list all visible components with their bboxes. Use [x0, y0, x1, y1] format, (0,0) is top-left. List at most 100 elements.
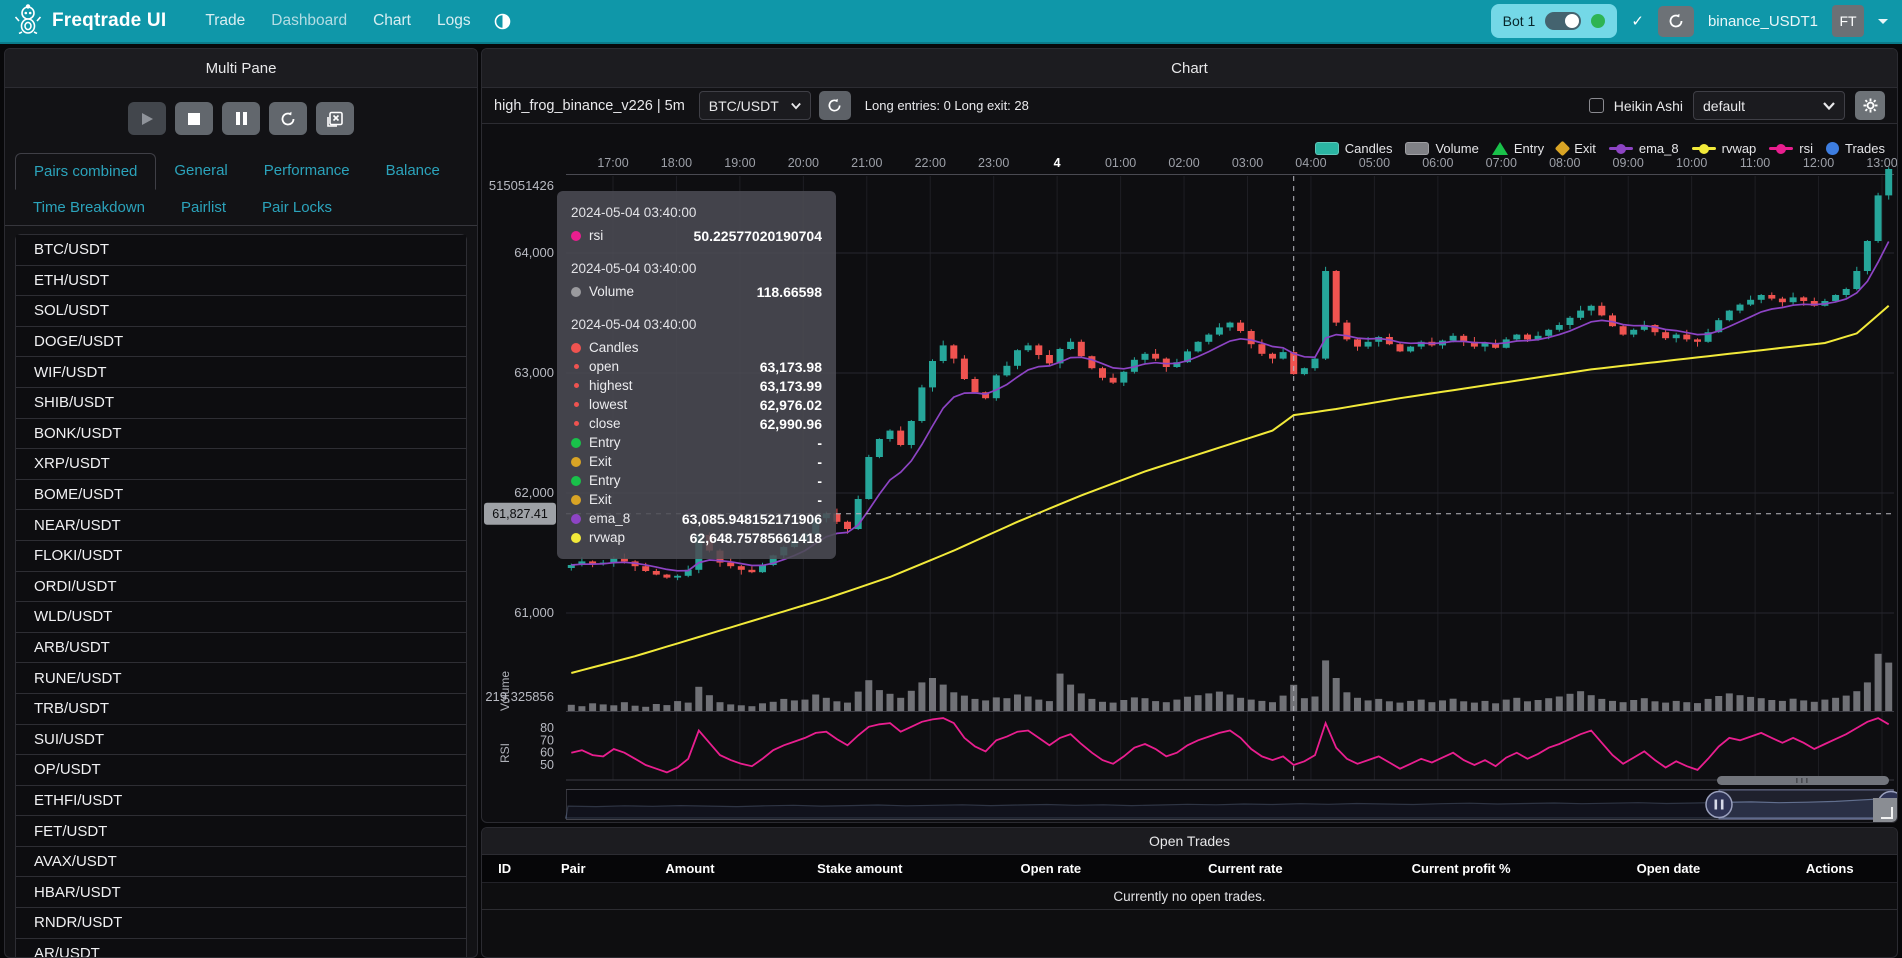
tab-balance[interactable]: Balance	[385, 162, 440, 179]
chart-scrollbar[interactable]	[1717, 776, 1889, 785]
pair-row-sol[interactable]: SOL/USDT	[16, 296, 466, 327]
pair-row-rndr[interactable]: RNDR/USDT	[16, 908, 466, 939]
tooltip-row-ema_8: ema_8 63,085.948152171906	[571, 509, 822, 528]
pair-row-doge[interactable]: DOGE/USDT	[16, 326, 466, 358]
tooltip-row-label: Exit	[589, 454, 612, 469]
candlestick-chart[interactable]: 17:00 18:00 19:00 20:00 21:00 22:00 23:00 4 01:0…	[482, 149, 1898, 823]
pair-row-eth[interactable]: ETH/USDT	[16, 265, 466, 297]
column-header-actions[interactable]: Actions	[1805, 861, 1854, 876]
legend-trades[interactable]: Trades	[1826, 141, 1885, 156]
legend-label: Exit	[1574, 140, 1596, 156]
column-header-id[interactable]: ID	[498, 861, 512, 876]
tooltip-row-label: Exit	[589, 492, 612, 507]
column-header-current-profit--[interactable]: Current profit %	[1411, 861, 1511, 876]
nav-link-trade[interactable]: Trade	[205, 12, 246, 29]
plot-config-select[interactable]: default	[1693, 91, 1845, 120]
tooltip-row-label: ema_8	[589, 511, 631, 526]
column-header-open-rate[interactable]: Open rate	[1020, 861, 1082, 876]
pair-row-fet[interactable]: FET/USDT	[16, 816, 466, 847]
pair-row-ar[interactable]: AR/USDT	[16, 938, 466, 957]
refresh-button[interactable]	[269, 102, 307, 135]
volume-axis-label: 219,325856	[485, 689, 554, 704]
tooltip-row-lowest: lowest 62,976.02	[571, 395, 822, 414]
clear-button[interactable]	[316, 102, 354, 135]
confirm-check-icon[interactable]: ✓	[1631, 13, 1644, 30]
tooltip-row-label: rvwap	[589, 530, 626, 545]
theme-toggle-icon[interactable]	[494, 13, 511, 30]
pair-row-sui[interactable]: SUI/USDT	[16, 724, 466, 756]
pair-row-arb[interactable]: ARB/USDT	[16, 632, 466, 664]
pair-row-op[interactable]: OP/USDT	[16, 755, 466, 786]
pair-row-ordi[interactable]: ORDI/USDT	[16, 571, 466, 603]
time-axis-label: 03:00	[1232, 156, 1263, 170]
brand[interactable]: Freqtrade UI	[14, 3, 166, 39]
pair-row-wld[interactable]: WLD/USDT	[16, 602, 466, 633]
pair-row-bonk[interactable]: BONK/USDT	[16, 418, 466, 450]
time-axis-label: 20:00	[788, 156, 819, 170]
global-refresh-button[interactable]	[1657, 5, 1694, 37]
chart-refresh-button[interactable]	[818, 91, 851, 120]
user-avatar[interactable]: FT	[1832, 5, 1864, 37]
pair-row-xrp[interactable]: XRP/USDT	[16, 449, 466, 480]
stop-button[interactable]	[175, 102, 213, 135]
tooltip-row-value: -	[817, 472, 822, 489]
tab-performance[interactable]: Performance	[263, 162, 350, 179]
legend-candles[interactable]: Candles	[1314, 141, 1392, 156]
pair-row-wif[interactable]: WIF/USDT	[16, 357, 466, 388]
open-trades-table-header: ID Pair Amount Stake amount Open rate Current…	[482, 855, 1897, 883]
tooltip-series-name: Candles	[589, 340, 639, 355]
legend-entry[interactable]: Entry	[1491, 141, 1544, 156]
pair-row-avax[interactable]: AVAX/USDT	[16, 846, 466, 878]
pair-row-bome[interactable]: BOME/USDT	[16, 479, 466, 511]
datazoom-handle-left[interactable]	[1705, 790, 1733, 819]
tab-general[interactable]: General	[174, 162, 228, 179]
column-header-stake-amount[interactable]: Stake amount	[817, 861, 903, 876]
pair-row-shib[interactable]: SHIB/USDT	[16, 387, 466, 419]
bot-selector[interactable]: Bot 1	[1490, 4, 1618, 38]
panel-resize-handle[interactable]	[1873, 798, 1898, 823]
pause-button[interactable]	[222, 102, 260, 135]
tooltip-row-exit: Exit -	[571, 490, 822, 509]
tab-pairs-combined[interactable]: Pairs combined	[15, 153, 157, 190]
nav-link-dashboard[interactable]: Dashboard	[271, 12, 348, 29]
tab-pairlist[interactable]: Pairlist	[181, 199, 227, 216]
heikin-ashi-checkbox[interactable]	[1588, 98, 1604, 113]
column-header-current-rate[interactable]: Current rate	[1208, 861, 1283, 876]
user-menu-caret-icon[interactable]	[1878, 18, 1888, 24]
tooltip-timestamp: 2024-05-04 03:40:00	[571, 205, 697, 220]
play-button[interactable]	[128, 102, 166, 135]
plot-settings-gear-button[interactable]	[1855, 91, 1885, 120]
tab-time-breakdown[interactable]: Time Breakdown	[33, 199, 145, 216]
bot-run-toggle[interactable]	[1545, 12, 1582, 30]
tooltip-row-label: Volume	[589, 284, 635, 299]
bot-online-indicator	[1591, 14, 1606, 28]
rsi-axis-label: 50	[540, 758, 554, 772]
column-header-amount[interactable]: Amount	[665, 861, 715, 876]
column-header-pair[interactable]: Pair	[560, 861, 586, 876]
legend-volume[interactable]: Volume	[1405, 141, 1479, 156]
legend-rvwap[interactable]: rvwap	[1691, 141, 1756, 156]
gear-icon	[1862, 98, 1878, 113]
tab-pair-locks[interactable]: Pair Locks	[262, 199, 333, 216]
pair-row-floki[interactable]: FLOKI/USDT	[16, 540, 466, 572]
nav-link-chart[interactable]: Chart	[373, 12, 411, 29]
column-header-open-date[interactable]: Open date	[1636, 861, 1701, 876]
time-axis-label: 10:00	[1676, 156, 1707, 170]
nav-link-logs[interactable]: Logs	[436, 12, 471, 29]
legend-exit[interactable]: Exit	[1554, 140, 1596, 156]
multi-pane-tabs: Pairs combined General Performance Balance …	[5, 147, 477, 226]
open-trades-title: Open Trades	[1149, 833, 1230, 849]
pair-row-rune[interactable]: RUNE/USDT	[16, 663, 466, 694]
pair-row-near[interactable]: NEAR/USDT	[16, 510, 466, 541]
price-axis-label: 63,000	[514, 365, 554, 380]
pair-row-ethfi[interactable]: ETHFI/USDT	[16, 785, 466, 817]
pair-row-trb[interactable]: TRB/USDT	[16, 693, 466, 725]
datazoom-window[interactable]	[1718, 789, 1894, 820]
pair-row-btc[interactable]: BTC/USDT	[16, 235, 466, 266]
legend-rsi[interactable]: rsi	[1769, 141, 1813, 156]
pair-row-hbar[interactable]: HBAR/USDT	[16, 877, 466, 909]
pair-select[interactable]: BTC/USDT	[698, 91, 811, 120]
legend-ema_8[interactable]: ema_8	[1608, 141, 1679, 156]
pause-icon	[235, 112, 247, 125]
tooltip-row-value: 118.66598	[756, 283, 822, 300]
